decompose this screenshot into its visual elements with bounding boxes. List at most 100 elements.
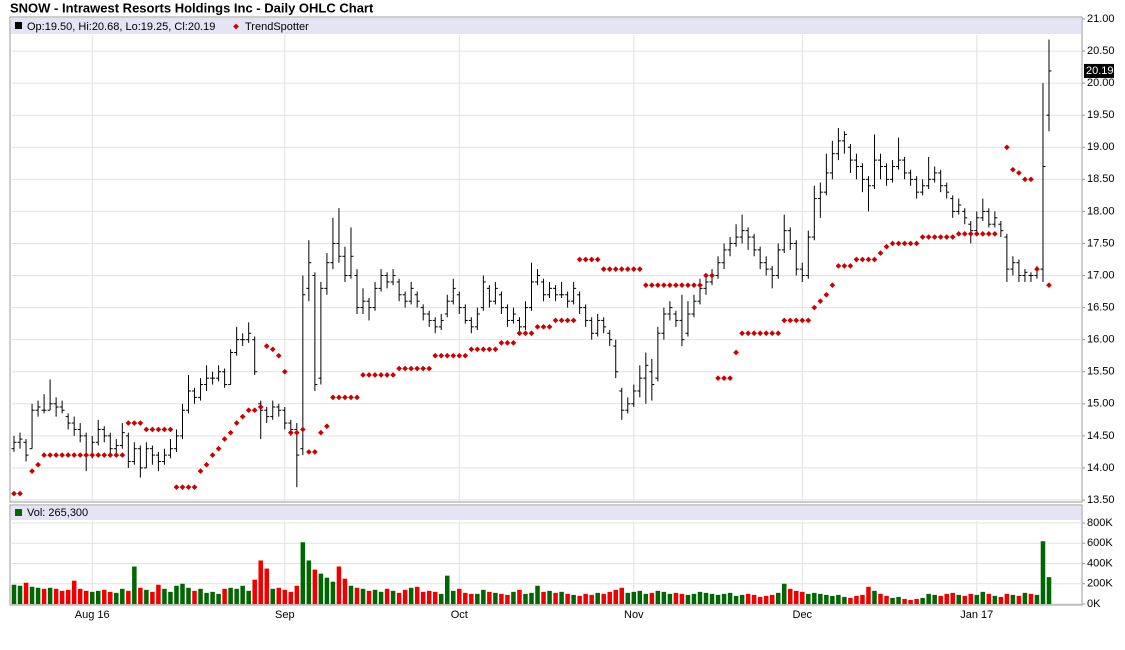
price-legend-strip xyxy=(11,18,1081,34)
trendspotter-dot xyxy=(348,394,354,401)
trendspotter-dot xyxy=(781,317,788,324)
volume-bar xyxy=(842,596,847,604)
volume-bar xyxy=(565,593,570,604)
trendspotter-dot xyxy=(221,436,228,442)
trendspotter-dot xyxy=(949,234,956,240)
volume-bar xyxy=(787,588,793,604)
volume-bar xyxy=(414,586,420,604)
volume-bar xyxy=(980,591,986,604)
volume-bar xyxy=(607,591,612,604)
y-tick-label: 18.50 xyxy=(1087,173,1115,185)
trendspotter-dot xyxy=(408,365,414,372)
trendspotter-dot xyxy=(661,282,667,288)
trendspotter-dot xyxy=(504,340,511,346)
x-tick-label: Jan 17 xyxy=(960,609,993,621)
volume-bar xyxy=(41,588,47,604)
trendspotter-dot xyxy=(943,234,950,240)
volume-bar xyxy=(276,587,282,604)
volume-bar xyxy=(83,590,89,604)
trendspotter-dot xyxy=(342,394,348,401)
volume-bar xyxy=(246,590,251,604)
volume-bar xyxy=(420,591,426,604)
trendspotter-dot xyxy=(877,250,884,256)
trendspotter-dot xyxy=(287,429,294,436)
trendspotter-dot xyxy=(992,231,998,237)
y-tick-label: 18.00 xyxy=(1087,205,1115,217)
trendspotter-dot xyxy=(564,317,571,324)
trendspotter-dot xyxy=(300,426,306,433)
volume-bar xyxy=(727,592,733,604)
trendspotter-dot xyxy=(649,282,655,288)
trendspotter-dot xyxy=(847,263,854,269)
volume-bar xyxy=(162,588,167,604)
x-tick-label: Oct xyxy=(451,609,468,621)
volume-bar xyxy=(908,599,913,604)
volume-bar xyxy=(258,560,263,604)
trendspotter-dot xyxy=(612,266,619,272)
volume-bar xyxy=(541,591,546,604)
x-tick-label: Aug 16 xyxy=(75,609,110,621)
volume-bar xyxy=(739,594,745,604)
y-tick-label: 20.00 xyxy=(1087,77,1115,89)
trendspotter-dot xyxy=(474,346,481,353)
volume-bar xyxy=(77,588,83,604)
trendspotter-dot xyxy=(1004,144,1010,151)
volume-bar xyxy=(228,587,233,604)
trendspotter-dot xyxy=(161,426,168,433)
volume-bar xyxy=(47,587,53,604)
x-tick-label: Sep xyxy=(275,609,295,621)
volume-bar xyxy=(1028,593,1034,604)
trendspotter-dot xyxy=(588,256,595,263)
trendspotter-dot xyxy=(480,346,487,353)
trendspotter-dot xyxy=(215,445,222,452)
volume-bar xyxy=(914,598,919,604)
volume-bar xyxy=(372,589,378,604)
volume-bar xyxy=(950,592,955,604)
volume-bar xyxy=(348,585,354,604)
y-tick-label: 16.00 xyxy=(1087,334,1115,346)
y-tick-label: 17.50 xyxy=(1087,237,1115,249)
volume-bar xyxy=(860,594,865,604)
trendspotter-dot xyxy=(925,234,932,240)
volume-bar xyxy=(559,591,564,604)
volume-bar xyxy=(625,592,631,604)
y-tick-label: 14.50 xyxy=(1087,430,1115,442)
volume-bar xyxy=(150,591,155,604)
trendspotter-dot xyxy=(655,282,661,288)
trendspotter-dot xyxy=(390,372,396,378)
trendspotter-dot xyxy=(450,352,457,359)
volume-bar xyxy=(1034,594,1040,604)
y-tick-label: 400K xyxy=(1087,557,1113,569)
trendspotter-dot xyxy=(95,452,102,458)
volume-bar xyxy=(824,594,829,604)
trendspotter-dot xyxy=(167,426,174,433)
volume-bar xyxy=(649,592,655,604)
trendspotter-dot xyxy=(324,423,330,430)
trendspotter-dot xyxy=(131,420,138,426)
volume-bar xyxy=(866,586,871,604)
volume-bar xyxy=(65,589,71,604)
volume-bar xyxy=(577,595,582,604)
trendspotter-dot xyxy=(787,317,794,324)
volume-bar xyxy=(667,593,673,604)
trendspotter-dot xyxy=(456,352,463,359)
volume-bar xyxy=(571,594,576,604)
trendspotter-dot xyxy=(937,234,944,240)
volume-bar xyxy=(926,593,931,604)
trendspotter-dot xyxy=(233,420,240,426)
volume-bar xyxy=(511,591,516,604)
volume-bar xyxy=(992,595,998,604)
volume-bar xyxy=(523,593,528,604)
trendspotter-dot xyxy=(71,452,78,458)
volume-bar xyxy=(800,591,805,604)
trendspotter-dot xyxy=(697,282,703,288)
volume-bar xyxy=(120,588,125,604)
legend-swatch xyxy=(15,509,22,516)
trendspotter-dot xyxy=(985,231,992,237)
trendspotter-dot xyxy=(967,231,974,237)
volume-bar xyxy=(812,592,817,604)
volume-bar xyxy=(192,590,197,604)
trendspotter-dot xyxy=(636,266,643,272)
volume-bar xyxy=(390,590,396,604)
volume-bar xyxy=(138,587,143,604)
